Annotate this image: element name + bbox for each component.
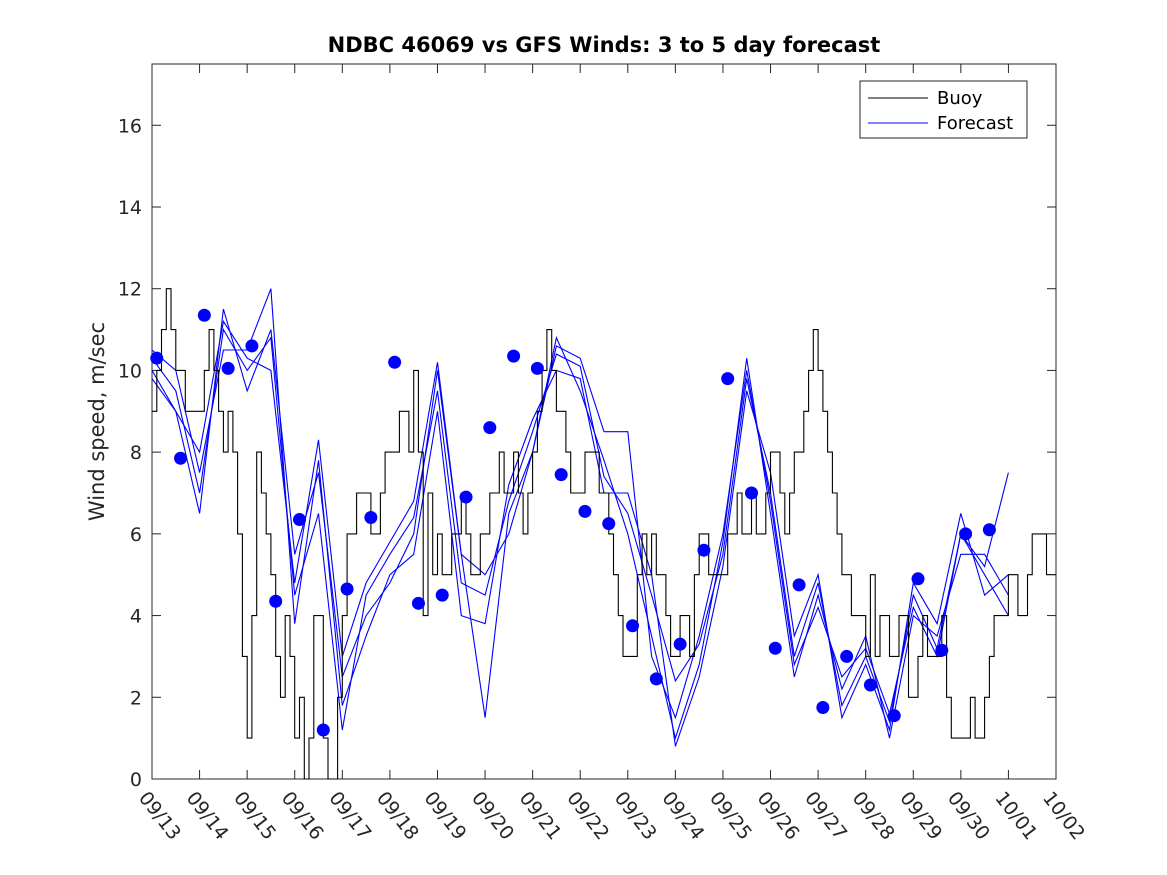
legend-box [859,80,1028,139]
legend-buoy-label: Buoy [937,88,983,109]
forecast-marker-point [863,678,877,692]
forecast-marker-point [697,543,711,557]
forecast-marker-point [364,511,378,525]
forecast-marker-point [578,504,592,518]
forecast-marker-point [626,619,640,633]
forecast-marker-point [340,582,354,596]
forecast-marker-point [435,588,449,602]
forecast-marker-point [744,486,758,500]
markers-layer [150,308,996,737]
forecast-marker-point [221,361,235,375]
forecast-marker-point [911,572,925,586]
forecast-marker-point [459,490,473,504]
forecast-marker-point [197,308,211,322]
forecast-marker-point [721,372,735,386]
forecast-marker-point [483,421,497,435]
forecast-marker-point [507,349,521,363]
forecast-marker-point [768,641,782,655]
y-tick-label: 0 [130,769,142,791]
forecast-marker-point [816,701,830,714]
forecast-marker-point [602,517,616,531]
y-tick-label: 12 [118,279,142,301]
forecast-marker-point [388,355,402,369]
forecast-marker-point [316,723,330,737]
forecast-marker-point [530,361,544,375]
forecast-marker-point [959,527,973,541]
forecast-marker-point [649,672,663,686]
forecast-marker-point [411,596,425,610]
y-axis-label: Wind speed, m/sec [85,322,109,521]
buoy-series-line [152,288,1056,780]
forecast-marker-point [245,339,259,353]
y-tick-label: 8 [130,442,142,464]
y-tick-label: 16 [118,115,142,137]
forecast-marker-point [792,578,806,592]
chart-title: NDBC 46069 vs GFS Winds: 3 to 5 day fore… [328,33,881,57]
forecast-marker-point [292,513,306,527]
forecast-marker-point [150,351,164,365]
y-tick-label: 14 [118,197,142,219]
legend: Buoy Forecast [859,80,1028,139]
y-tick-label: 2 [130,687,142,709]
legend-forecast-label: Forecast [937,113,1013,134]
y-tick-label: 6 [130,524,142,546]
forecast-marker-point [840,649,854,663]
forecast-marker-point [887,709,901,723]
forecast-marker-point [935,643,949,657]
forecast-marker-point [554,468,568,482]
plot-area [151,63,1057,780]
y-tick-label: 4 [130,606,142,628]
forecast-marker-point [673,637,687,651]
forecast-marker-point [174,451,188,465]
axes-box [151,63,1057,780]
forecast-marker-point [982,523,996,537]
series-layer [151,288,1056,780]
forecast-marker-point [269,594,283,608]
y-axis-ticks: 0 2 4 6 8 10 12 14 16 [118,115,1056,791]
y-tick-label: 10 [118,360,142,382]
forecast-series-line [151,288,1009,747]
